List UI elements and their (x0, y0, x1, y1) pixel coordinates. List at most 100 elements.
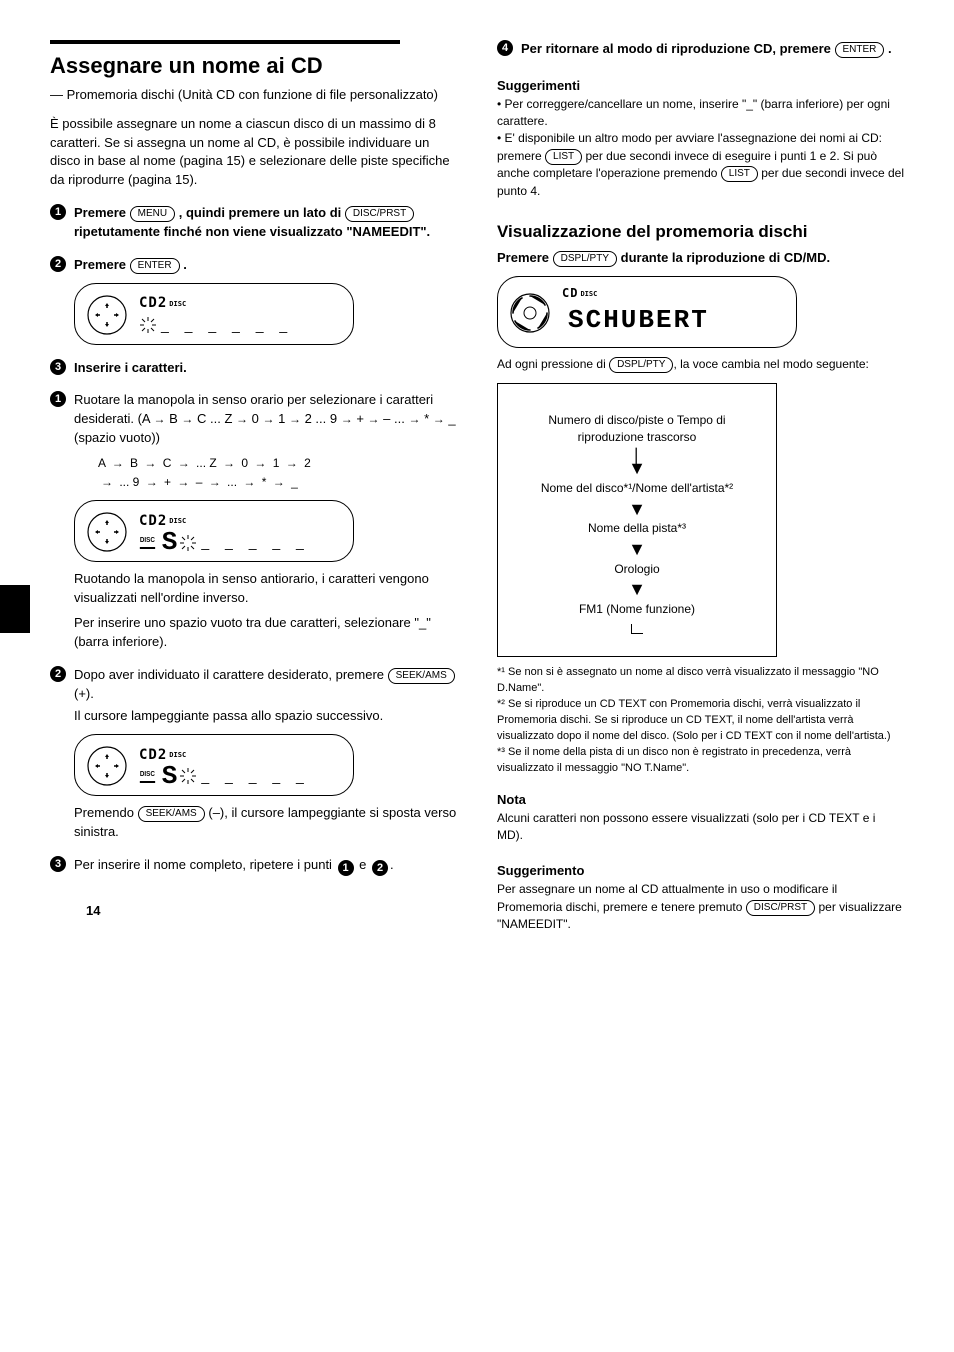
lcd3-dashes: _ _ _ _ _ (201, 766, 310, 786)
tips-head: Suggerimenti (497, 77, 904, 96)
step-2a: Premere ENTER . (74, 257, 187, 272)
page-title: Assegnare un nome ai CD (50, 50, 457, 82)
inline-num-2: 2 (372, 860, 388, 876)
down-arrow-icon: ▼ (516, 504, 758, 515)
step-3-sub-3: 3 Per inserire il nome completo, ripeter… (50, 856, 457, 876)
diag-n5: FM1 (Nome funzione) (516, 601, 758, 618)
sub-2-c-a: Premendo (74, 805, 138, 820)
dspl-repeat: Ad ogni pressione di DSPL/PTY, la voce c… (497, 356, 904, 373)
sub-1-b: Ruotando la manopola in senso antiorario… (74, 570, 457, 608)
step-1: 1 Premere MENU , quindi premere un lato … (50, 204, 457, 242)
blink-icon (179, 767, 197, 785)
cursor-disc: DISC (140, 770, 155, 782)
char-sequence: A → B → C → ... Z → 0 → 1 → 2 → ... 9 → … (98, 454, 457, 492)
step-2-num: 2 (50, 256, 66, 272)
sub-1-text: Ruotare la manopola in senso orario per … (74, 392, 433, 426)
title-rule (50, 40, 400, 44)
diag-n2: Nome del disco*¹/Nome dell'artista*² (516, 480, 758, 497)
section-tab (0, 585, 30, 633)
intro-paragraph: È possibile assegnare un nome a ciascun … (50, 115, 457, 190)
sub-3-num: 3 (50, 856, 66, 872)
lcd-1: CD2 DISC _ _ _ _ _ _ (74, 283, 457, 345)
dspl-pty-button: DSPL/PTY (553, 251, 617, 267)
page-number: 14 (86, 902, 457, 921)
step-1a-text-b: , quindi premere un lato di (179, 205, 345, 220)
blink-icon (139, 316, 157, 334)
down-arrow-icon: ▼ (516, 584, 758, 595)
subtitle: — Promemoria dischi (Unità CD con funzio… (50, 86, 457, 105)
foot-2: *² Se si riproduce un CD TEXT con Promem… (497, 697, 904, 745)
sub-2-a2: (+). (74, 686, 94, 701)
step-1a-text-a: Premere (74, 205, 130, 220)
lcd-dashes: _ _ _ _ _ _ (161, 315, 293, 335)
foot-1: *¹ Se non si è assegnato un nome al disc… (497, 665, 904, 697)
enter-button: ENTER (835, 42, 885, 58)
step-4-b: . (888, 41, 892, 56)
dspl-pty-button: DSPL/PTY (609, 357, 673, 373)
tip-b: • E' disponibile un altro modo per avvia… (497, 130, 904, 200)
sub-2-num: 2 (50, 666, 66, 682)
cursor-disc: DISC (140, 536, 155, 548)
step-4-num: 4 (497, 40, 513, 56)
sub-1-c: Per inserire uno spazio vuoto tra due ca… (74, 614, 457, 652)
lcd4-disc-label: DISC (580, 289, 597, 299)
foot-3: *³ Se il nome della pista di un disco no… (497, 745, 904, 777)
sub-3-text: Per inserire il nome completo, ripetere … (74, 857, 394, 872)
lcd-schubert: CDDISC SCHUBERT (497, 276, 797, 348)
sub-2-c: Premendo SEEK/AMS (–), il cursore lampeg… (74, 804, 457, 842)
step-4-a: Per ritornare al modo di riproduzione CD… (521, 41, 835, 56)
tip-heading: Suggerimento (497, 862, 904, 881)
nav-icon (85, 744, 129, 788)
disc-prst-button: DISC/PRST (746, 900, 815, 916)
tip-body: Per assegnare un nome al CD attualmente … (497, 881, 904, 933)
seg-schubert: SCHUBERT (568, 302, 782, 340)
step-2a-text-b: . (183, 257, 187, 272)
step-4: 4 Per ritornare al modo di riproduzione … (497, 40, 904, 59)
right-column: 4 Per ritornare al modo di riproduzione … (497, 40, 904, 933)
sub-2-b: Il cursore lampeggiante passa allo spazi… (74, 707, 457, 726)
step-3-sub-2: 2 Dopo aver individuato il carattere des… (50, 666, 457, 842)
view-heading: Visualizzazione del promemoria dischi (497, 220, 904, 245)
sub-1-tail: (spazio vuoto)) (74, 430, 160, 445)
note-body: Alcuni caratteri non possono essere visu… (497, 810, 904, 845)
view-a: Premere (497, 250, 553, 265)
note-heading: Nota (497, 791, 904, 810)
seek-ams-button: SEEK/AMS (388, 668, 455, 684)
diag-n4: Orologio (516, 561, 758, 578)
enter-button: ENTER (130, 258, 180, 274)
display-cycle-diagram: Numero di disco/piste o Tempo di riprodu… (497, 383, 777, 657)
down-arrow-icon: ▼ (516, 463, 758, 474)
seg-s: S (162, 758, 180, 796)
step-1-num: 1 (50, 204, 66, 220)
step-3-head: Inserire i caratteri. (74, 360, 187, 375)
step-3-num: 3 (50, 359, 66, 375)
seek-ams-button: SEEK/AMS (138, 806, 205, 822)
footnotes: *¹ Se non si è assegnato un nome al disc… (497, 665, 904, 777)
view-b: durante la riproduzione di CD/MD. (621, 250, 830, 265)
step-4-text: Per ritornare al modo di riproduzione CD… (521, 41, 892, 56)
disc-label: DISC (169, 299, 186, 309)
menu-button: MENU (130, 206, 175, 222)
step-3: 3 Inserire i caratteri. (50, 359, 457, 378)
step-2a-text-a: Premere (74, 257, 130, 272)
down-arrow-icon: ▼ (516, 544, 758, 555)
diag-n1: Numero di disco/piste o Tempo di riprodu… (516, 412, 758, 447)
lcd2-dashes: _ _ _ _ _ (201, 532, 310, 552)
arrow-icon: → (154, 412, 166, 426)
left-column: Assegnare un nome ai CD — Promemoria dis… (50, 40, 457, 933)
inline-num-1: 1 (338, 860, 354, 876)
lcd-2: CD2 DISC DISC S _ _ _ _ _ (74, 500, 354, 562)
step-1a: Premere MENU , quindi premere un lato di… (74, 205, 430, 239)
view-instruction: Premere DSPL/PTY durante la riproduzione… (497, 249, 904, 268)
step-2: 2 Premere ENTER . (50, 256, 457, 275)
seg-s: S (162, 524, 180, 562)
list-button: LIST (545, 149, 582, 165)
list-button: LIST (721, 166, 758, 182)
step-3-sub-1: 1 Ruotare la manopola in senso orario pe… (50, 391, 457, 651)
step-1a-text-c: ripetutamente finché non viene visualizz… (74, 224, 430, 239)
blink-icon (179, 534, 197, 552)
diag-n3: Nome della pista*³ (516, 520, 758, 537)
disc-spin-icon (508, 291, 552, 335)
disc-prst-button: DISC/PRST (345, 206, 414, 222)
tip-a: • Per correggere/cancellare un nome, ins… (497, 96, 904, 131)
